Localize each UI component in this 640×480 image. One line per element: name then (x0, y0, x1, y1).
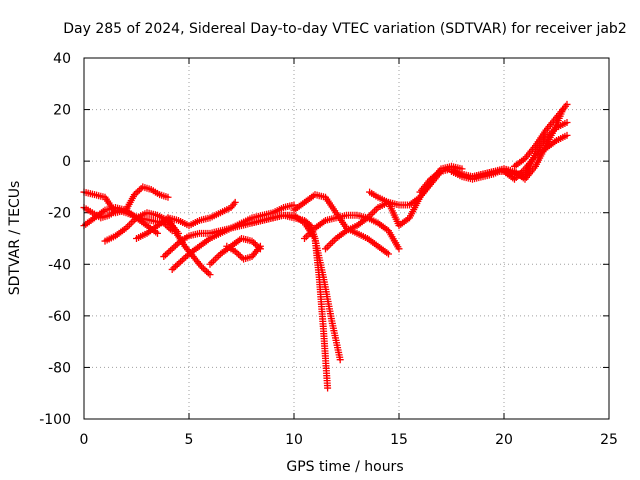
data-point-marker (172, 242, 180, 250)
data-point-marker (170, 243, 178, 251)
data-point-marker (182, 253, 190, 261)
data-point-marker (165, 248, 173, 256)
data-point-marker (231, 247, 239, 255)
x-axis-label: GPS time / hours (286, 459, 403, 475)
data-point-marker (168, 265, 176, 273)
y-tick-label: -40 (48, 257, 71, 273)
data-point-marker (206, 260, 214, 268)
series-track-10 (223, 242, 264, 263)
data-point-marker (173, 261, 181, 269)
plot-area (80, 100, 571, 392)
data-point-marker (198, 263, 206, 271)
data-point-marker (563, 118, 571, 126)
data-point-marker (201, 266, 209, 274)
y-tick-label: -20 (48, 206, 71, 222)
data-point-marker (324, 384, 332, 392)
series-track-3 (80, 204, 161, 237)
y-tick-label: 40 (53, 51, 71, 67)
data-point-marker (233, 249, 241, 257)
data-point-marker (248, 237, 256, 245)
data-point-marker (395, 245, 403, 253)
data-point-marker (137, 184, 145, 192)
data-point-marker (180, 255, 188, 263)
x-tick-label: 15 (390, 432, 408, 448)
y-tick-label: 0 (62, 154, 71, 170)
data-point-marker (251, 240, 259, 248)
x-tick-label: 20 (495, 432, 513, 448)
axis-ticks: -100 -80 -60 -40 -20 0 20 40 0 5 10 15 20 25 (39, 51, 618, 448)
y-tick-label: -60 (48, 309, 71, 325)
data-point-marker (250, 239, 258, 247)
data-point-marker (327, 240, 335, 248)
data-point-marker (210, 257, 217, 265)
data-point-marker (369, 209, 377, 217)
data-point-marker (563, 100, 571, 108)
data-point-marker (235, 250, 243, 258)
data-point-marker (199, 264, 207, 272)
data-point-marker (126, 221, 133, 229)
grid-lines (84, 58, 609, 419)
data-point-marker (154, 229, 161, 237)
series-track-20 (500, 131, 571, 183)
data-point-marker (168, 245, 176, 253)
series-track-8 (164, 214, 214, 279)
data-point-marker (238, 254, 246, 262)
x-tick-label: 10 (285, 432, 303, 448)
data-point-marker (203, 268, 211, 276)
data-point-marker (178, 256, 186, 264)
series-track-11 (248, 211, 332, 392)
plot-frame (83, 57, 610, 420)
y-tick-label: -100 (39, 412, 71, 428)
data-point-marker (132, 189, 140, 197)
data-point-marker (204, 269, 212, 277)
x-tick-label: 5 (185, 432, 194, 448)
data-point-marker (173, 240, 181, 248)
data-point-marker (301, 235, 308, 242)
data-point-marker (175, 259, 183, 267)
data-point-marker (329, 238, 336, 246)
data-point-marker (170, 264, 178, 272)
data-point-marker (336, 356, 344, 364)
y-axis-label: SDTVAR / TECUs (7, 181, 23, 296)
data-point-marker (231, 198, 239, 206)
data-point-marker (323, 243, 331, 251)
data-point-marker (213, 253, 221, 261)
data-point-marker (208, 259, 216, 267)
data-point-marker (563, 131, 571, 139)
series-track-9 (206, 235, 264, 268)
data-point-marker (135, 186, 143, 194)
series-track-21 (511, 100, 571, 170)
series-track-19 (469, 118, 571, 181)
data-point-marker (134, 188, 142, 196)
x-tick-label: 25 (600, 432, 618, 448)
data-point-marker (163, 249, 171, 257)
data-point-marker (256, 242, 264, 250)
data-point-marker (127, 219, 135, 227)
series-track-14 (290, 191, 392, 258)
data-point-marker (130, 191, 138, 199)
data-point-marker (325, 241, 333, 249)
data-point-marker (385, 250, 392, 258)
data-point-marker (167, 246, 175, 254)
data-point-marker (161, 251, 169, 259)
data-point-marker (206, 271, 214, 279)
data-point-marker (177, 258, 185, 266)
data-point-marker (164, 193, 172, 201)
x-tick-label: 0 (80, 432, 89, 448)
y-tick-label: 20 (53, 103, 71, 119)
data-point-marker (160, 253, 168, 261)
data-point-marker (371, 207, 378, 215)
y-tick-label: -80 (48, 360, 71, 376)
data-point-marker (322, 245, 329, 253)
data-point-marker (236, 252, 244, 260)
data-point-marker (172, 262, 180, 270)
series-track-16 (366, 162, 466, 230)
chart-title: Day 285 of 2024, Sidereal Day-to-day VTE… (63, 21, 626, 37)
data-point-marker (302, 233, 310, 241)
series-track-12 (269, 211, 344, 364)
data-point-marker (211, 255, 219, 263)
